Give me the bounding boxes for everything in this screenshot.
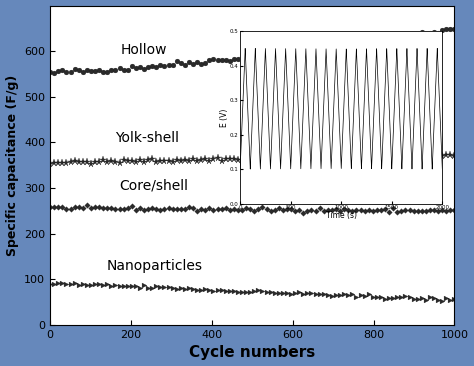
Y-axis label: Specific capacitance (F/g): Specific capacitance (F/g) — [6, 75, 18, 256]
Text: Yolk-shell: Yolk-shell — [115, 131, 179, 145]
Text: Nanoparticles: Nanoparticles — [107, 259, 203, 273]
Text: Core/shell: Core/shell — [119, 179, 188, 193]
X-axis label: Cycle numbers: Cycle numbers — [189, 346, 315, 361]
Text: Hollow: Hollow — [121, 44, 167, 57]
